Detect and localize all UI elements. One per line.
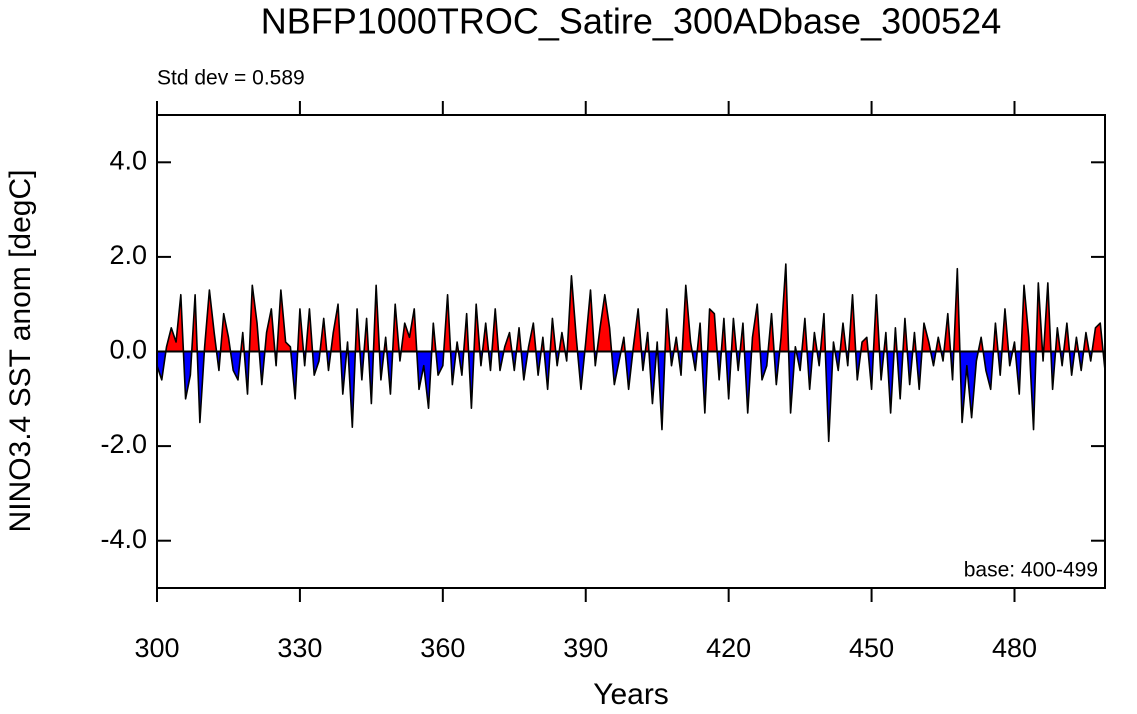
x-tick-label: 300 (134, 633, 179, 663)
y-axis-label: NINO3.4 SST anom [degC] (4, 170, 37, 533)
series-line (156, 263, 1106, 443)
annotation: Std dev = 0.589 (157, 67, 305, 90)
y-tick-label: -4.0 (100, 524, 147, 554)
x-tick-label: 330 (277, 633, 322, 663)
x-tick-label: 420 (706, 633, 751, 663)
y-tick-label: -2.0 (100, 429, 147, 459)
y-tick-label: 2.0 (109, 240, 147, 270)
annotation: base: 400-499 (964, 559, 1098, 582)
x-tick-label: 450 (849, 633, 894, 663)
x-tick-label: 390 (563, 633, 608, 663)
chart-title: NBFP1000TROC_Satire_300ADbase_300524 (261, 1, 1001, 42)
y-tick-label: 0.0 (109, 335, 147, 365)
x-tick-label: 480 (992, 633, 1037, 663)
x-tick-label: 360 (420, 633, 465, 663)
y-tick-label: 4.0 (109, 145, 147, 175)
x-axis-label: Years (593, 678, 669, 711)
